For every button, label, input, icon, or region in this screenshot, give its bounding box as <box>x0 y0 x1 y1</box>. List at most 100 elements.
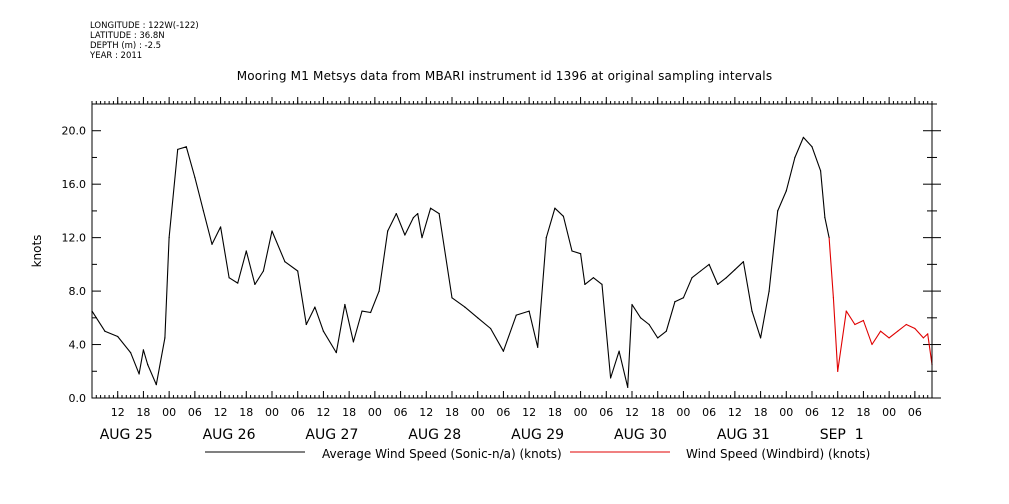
data-point-average <box>794 156 796 159</box>
data-point-average <box>344 303 346 306</box>
x-day-label: AUG 27 <box>305 427 358 443</box>
data-point-average <box>271 230 273 232</box>
data-point-average <box>237 282 239 284</box>
y-tick-label: 8.0 <box>69 285 87 298</box>
y-tick-label: 0.0 <box>69 392 87 405</box>
x-tick-label: 06 <box>805 406 819 419</box>
data-point-average <box>202 210 205 212</box>
y-tick-label: 4.0 <box>69 339 87 352</box>
data-point-average <box>369 311 372 314</box>
data-point-average <box>502 350 505 352</box>
x-tick-label: 06 <box>702 406 716 419</box>
x-tick-label: 18 <box>856 406 870 419</box>
data-point-windbird <box>888 337 890 339</box>
data-point-average <box>609 377 612 379</box>
x-day-label: AUG 25 <box>100 427 153 443</box>
data-point-average <box>785 190 787 192</box>
data-point-average <box>648 323 650 326</box>
data-point-average <box>601 283 603 286</box>
x-day-label: AUG 28 <box>408 427 461 443</box>
longitude-label: LONGITUDE : 122W(-122) <box>90 21 199 31</box>
data-point-average <box>245 250 247 252</box>
data-point-average <box>412 216 415 219</box>
data-point-average <box>429 207 432 209</box>
data-point-average <box>177 148 179 151</box>
data-point-average <box>657 337 659 339</box>
x-day-label: AUG 26 <box>203 427 256 443</box>
data-point-windbird <box>905 323 907 326</box>
x-tick-label: 18 <box>548 406 562 419</box>
series-line-windbird <box>828 237 933 372</box>
metadata-block: LONGITUDE : 122W(-122) LATITUDE : 36.8N … <box>90 21 199 61</box>
data-point-average <box>571 250 573 252</box>
x-tick-label: 00 <box>368 406 382 419</box>
axis-ticks <box>91 97 941 399</box>
data-point-average <box>305 323 307 326</box>
x-tick-label: 12 <box>316 406 330 419</box>
x-tick-label: 00 <box>265 406 279 419</box>
data-point-average <box>682 297 685 299</box>
x-tick-label: 06 <box>908 406 922 419</box>
data-point-windbird <box>845 310 847 312</box>
data-point-windbird <box>897 330 899 332</box>
x-day-label: AUG 30 <box>614 427 667 443</box>
x-tick-label: 18 <box>136 406 150 419</box>
legend: Average Wind Speed (Sonic-n/a) (knots) W… <box>205 447 870 461</box>
data-point-windbird <box>922 337 925 339</box>
legend-label-average: Average Wind Speed (Sonic-n/a) (knots) <box>322 447 562 461</box>
data-point-windbird <box>927 333 929 335</box>
x-tick-label: 18 <box>239 406 253 419</box>
data-point-average <box>322 330 325 332</box>
data-point-average <box>665 330 667 332</box>
data-point-windbird <box>871 343 873 346</box>
x-tick-label: 06 <box>599 406 613 419</box>
x-tick-label: 06 <box>394 406 408 419</box>
data-point-average <box>451 297 453 299</box>
data-point-average <box>142 349 145 351</box>
data-point-average <box>691 277 693 279</box>
y-tick-label: 20.0 <box>62 125 87 138</box>
data-point-average <box>811 146 813 148</box>
data-point-average <box>674 301 676 303</box>
x-tick-label: 12 <box>522 406 536 419</box>
data-point-average <box>717 283 719 286</box>
data-point-average <box>627 386 629 388</box>
x-tick-label: 12 <box>625 406 639 419</box>
y-tick-label: 16.0 <box>62 178 87 191</box>
data-point-average <box>219 226 222 228</box>
data-point-average <box>117 335 119 338</box>
data-point-average <box>554 207 556 209</box>
data-point-windbird <box>832 297 835 299</box>
x-tick-label: 12 <box>214 406 228 419</box>
x-tick-label: 00 <box>162 406 176 419</box>
data-point-average <box>742 261 745 263</box>
data-point-average <box>129 351 132 354</box>
data-point-average <box>734 269 736 271</box>
data-point-average <box>387 230 389 232</box>
data-point-average <box>361 310 363 312</box>
data-point-average <box>147 363 149 366</box>
x-tick-label: 06 <box>496 406 510 419</box>
x-tick-label: 06 <box>291 406 305 419</box>
data-point-average <box>194 176 196 179</box>
data-point-average <box>464 306 466 308</box>
x-tick-label: 00 <box>779 406 793 419</box>
data-point-average <box>297 270 299 272</box>
data-point-average <box>228 277 230 279</box>
data-point-average <box>515 314 517 316</box>
year-label: YEAR : 2011 <box>90 51 143 61</box>
x-tick-label: 12 <box>419 406 433 419</box>
data-point-average <box>725 277 727 279</box>
data-point-average <box>545 237 547 239</box>
data-point-average <box>284 261 286 263</box>
legend-label-windbird: Wind Speed (Windbird) (knots) <box>686 447 870 461</box>
data-point-windbird <box>879 330 882 332</box>
data-point-average <box>254 283 256 286</box>
data-point-average <box>751 310 753 312</box>
data-point-average <box>562 215 565 217</box>
data-point-average <box>155 384 157 386</box>
chart-title: Mooring M1 Metsys data from MBARI instru… <box>236 69 773 83</box>
data-point-average <box>314 306 316 308</box>
depth-label: DEPTH (m) : -2.5 <box>90 41 162 51</box>
data-point-average <box>777 210 779 212</box>
